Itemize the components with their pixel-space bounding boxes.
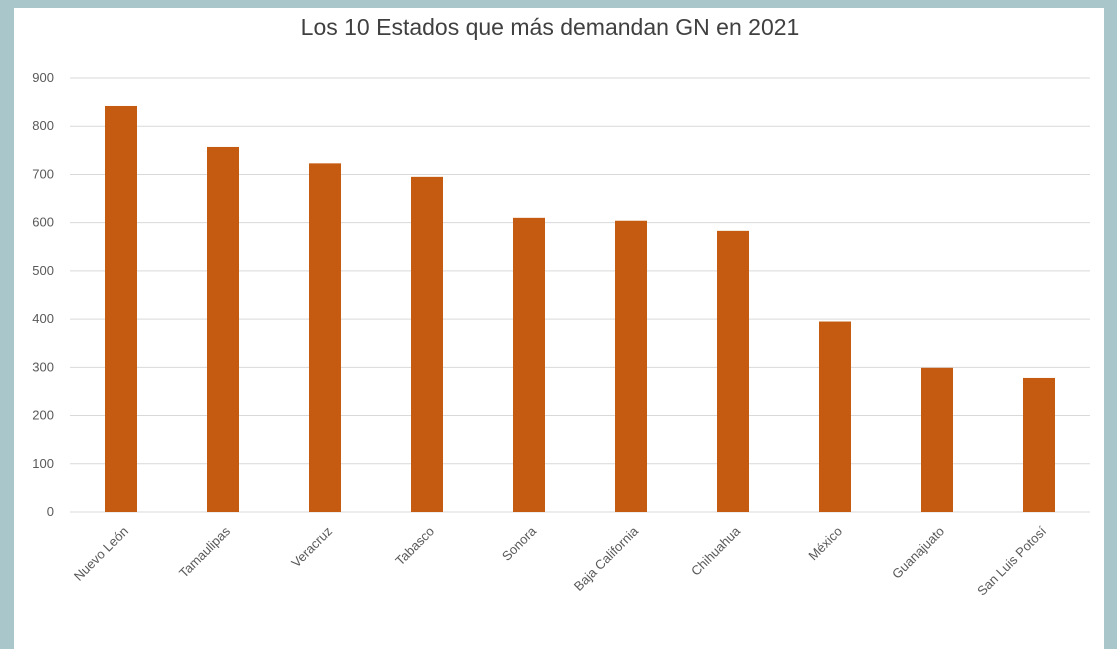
y-tick-label: 200 [32, 408, 54, 423]
y-tick-label: 100 [32, 456, 54, 471]
bar [615, 220, 647, 512]
x-category-label: Guanajuato [889, 524, 947, 582]
x-category-label: Tamaulipas [176, 523, 233, 580]
x-category-label: San Luis Potosí [974, 523, 1049, 598]
x-category-label: Tabasco [392, 524, 437, 569]
y-tick-label: 300 [32, 359, 54, 374]
bar [309, 163, 341, 512]
bar [207, 146, 239, 513]
bar [411, 176, 443, 512]
y-tick-label: 500 [32, 263, 54, 278]
y-tick-label: 600 [32, 215, 54, 230]
x-category-label: Chihuahua [688, 523, 744, 579]
bar [513, 217, 545, 512]
chart-panel [14, 8, 1104, 649]
bar [717, 230, 749, 512]
x-category-label: Veracruz [288, 524, 335, 571]
y-tick-label: 900 [32, 70, 54, 85]
bar [819, 321, 851, 512]
bar [921, 367, 953, 512]
x-category-label: Nuevo León [71, 524, 131, 584]
x-category-label: México [805, 524, 845, 564]
bar [105, 105, 137, 513]
x-category-label: Sonora [499, 523, 540, 564]
y-tick-label: 400 [32, 311, 54, 326]
bar [1023, 377, 1055, 512]
y-tick-label: 700 [32, 166, 54, 181]
chart-title: Los 10 Estados que más demandan GN en 20… [300, 14, 800, 40]
x-category-label: Baja California [571, 523, 642, 594]
y-tick-label: 800 [32, 118, 54, 133]
y-tick-label: 0 [47, 504, 54, 519]
